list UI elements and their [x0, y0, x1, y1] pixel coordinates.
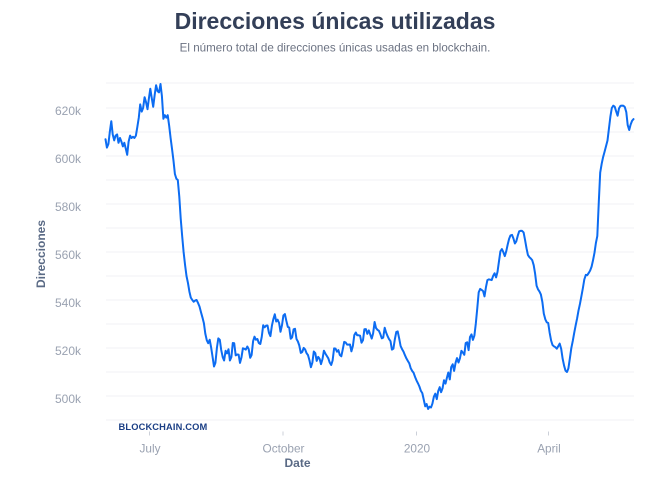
svg-text:620k: 620k [55, 104, 82, 118]
svg-text:July: July [140, 441, 161, 455]
svg-text:Direcciones: Direcciones [34, 220, 48, 288]
svg-text:560k: 560k [55, 248, 82, 262]
svg-text:October: October [263, 441, 305, 455]
svg-text:500k: 500k [55, 392, 82, 406]
svg-text:April: April [537, 441, 561, 455]
svg-text:580k: 580k [55, 200, 82, 214]
svg-text:Date: Date [284, 456, 310, 470]
svg-text:Direcciones únicas utilizadas: Direcciones únicas utilizadas [175, 8, 496, 34]
svg-text:2020: 2020 [404, 441, 431, 455]
svg-text:520k: 520k [55, 344, 82, 358]
svg-text:El número total de direcciones: El número total de direcciones únicas us… [180, 42, 491, 55]
svg-text:BLOCKCHAIN.COM: BLOCKCHAIN.COM [119, 422, 208, 432]
svg-text:600k: 600k [55, 152, 82, 166]
svg-text:540k: 540k [55, 296, 82, 310]
